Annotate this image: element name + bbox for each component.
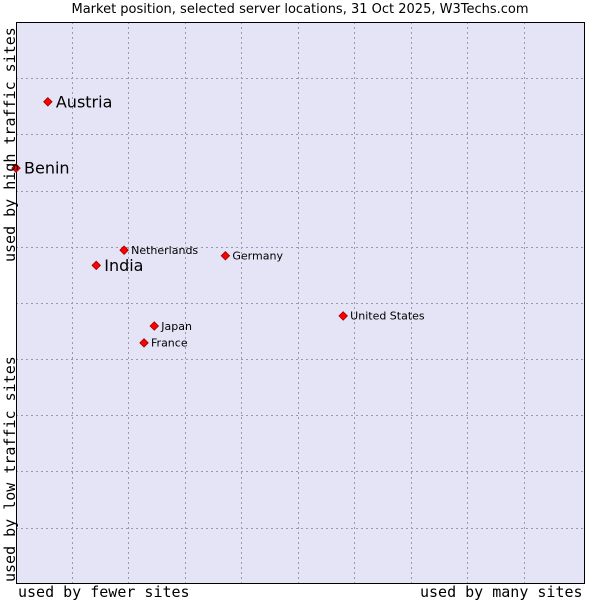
y-axis-label-low: used by low traffic sites (1, 356, 19, 582)
point-label-united-states: United States (350, 310, 425, 323)
point-india (91, 260, 101, 271)
point-united-states (338, 311, 348, 321)
point-label-austria: Austria (56, 92, 113, 111)
point-benin (11, 163, 21, 173)
point-netherlands (119, 245, 129, 255)
x-axis-label-fewer: used by fewer sites (18, 583, 190, 600)
point-label-japan: Japan (160, 320, 192, 333)
point-label-germany: Germany (232, 250, 283, 263)
point-japan (149, 321, 160, 331)
x-axis-label-many: used by many sites (420, 583, 583, 600)
point-germany (220, 251, 231, 261)
point-label-india: India (104, 256, 143, 275)
y-axis-label-high: used by high traffic sites (1, 27, 19, 262)
point-label-benin: Benin (24, 159, 70, 178)
point-france (139, 338, 149, 348)
plot-background (16, 22, 585, 584)
point-label-france: France (151, 337, 188, 350)
point-austria (43, 97, 53, 107)
chart-title: Market position, selected server locatio… (71, 2, 529, 17)
point-label-netherlands: Netherlands (131, 244, 198, 257)
plot-border (16, 22, 585, 584)
